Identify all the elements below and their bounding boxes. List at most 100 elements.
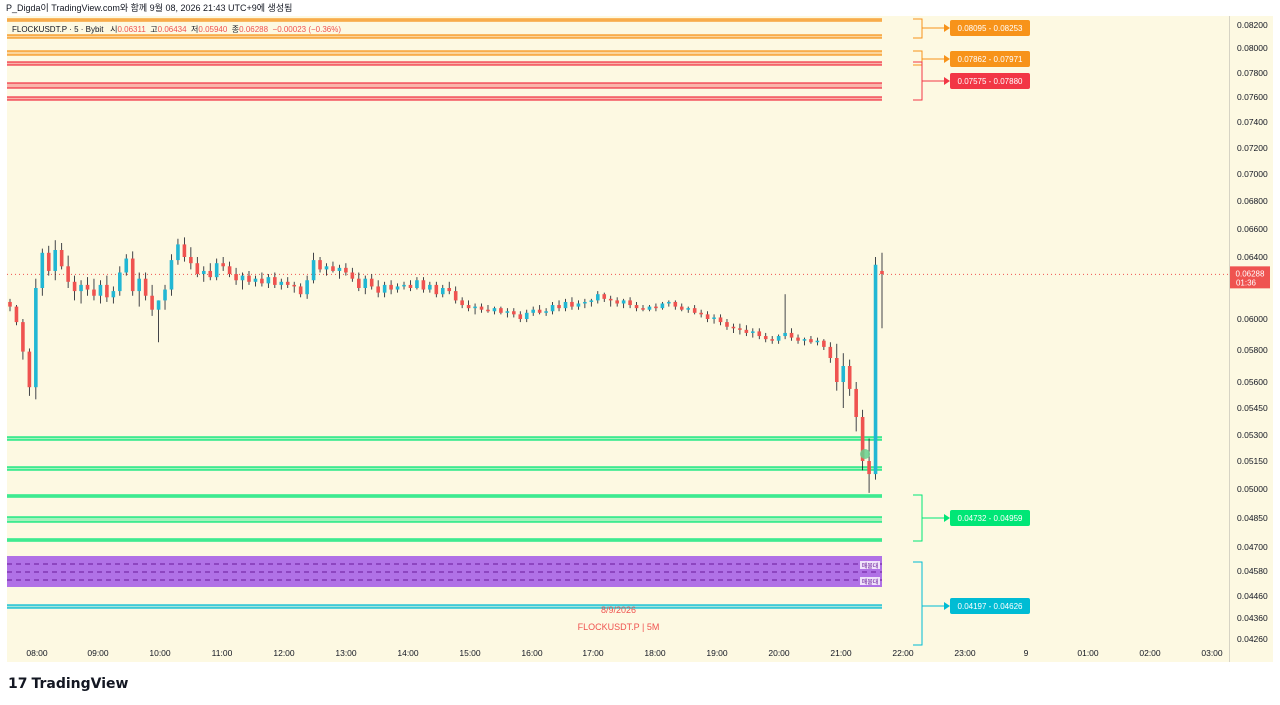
candle-body <box>854 388 858 417</box>
candle-body <box>85 284 90 290</box>
y-tick-label: 0.05450 <box>1237 403 1268 413</box>
legend-symbol: FLOCKUSDT.P · 5 · Bybit <box>12 25 104 34</box>
candle-body <box>608 298 613 301</box>
candle-body <box>712 317 716 319</box>
price-scale[interactable] <box>1229 16 1274 662</box>
candle-body <box>654 306 658 309</box>
candle-body <box>344 267 348 273</box>
candle-body <box>860 417 865 461</box>
candle-body <box>602 294 607 299</box>
purple-zone-label: 매물대 <box>862 562 879 570</box>
y-tick-label: 0.07200 <box>1237 143 1268 153</box>
candle-body <box>428 284 432 290</box>
candle-body <box>466 305 471 309</box>
y-tick-label: 0.05600 <box>1237 377 1268 387</box>
candle-body <box>473 306 477 309</box>
candle-body <box>686 308 691 310</box>
candle-body <box>763 336 768 340</box>
x-tick-label: 23:00 <box>954 648 976 658</box>
candle-body <box>576 303 581 307</box>
x-tick-label: 16:00 <box>521 648 543 658</box>
candle-body <box>544 311 548 313</box>
candle-body <box>595 294 600 301</box>
y-tick-label: 0.06400 <box>1237 252 1268 262</box>
y-tick-label: 0.07000 <box>1237 169 1268 179</box>
chart-area[interactable] <box>7 16 1229 662</box>
candle-body <box>550 305 555 312</box>
publish-info-text: P_Digda이 TradingView.com와 함께 9월 08, 2026… <box>6 3 293 13</box>
y-tick-label: 0.05000 <box>1237 484 1268 494</box>
legend-low-label: 저 <box>191 25 199 34</box>
zone-bracket <box>913 561 948 646</box>
zone-label-box[interactable] <box>950 20 1030 36</box>
candle-body <box>408 284 413 288</box>
candle-body <box>176 244 180 261</box>
zone-label-box[interactable] <box>950 51 1030 67</box>
zone-bracket <box>913 18 948 39</box>
candle-body <box>718 317 723 323</box>
zone-label-box[interactable] <box>950 510 1030 526</box>
candle-body <box>570 301 574 307</box>
candle-body <box>279 281 284 285</box>
candle-body <box>331 266 335 271</box>
candle-body <box>667 301 671 304</box>
candle-body <box>421 280 426 290</box>
candle-body <box>738 328 742 330</box>
candle-body <box>479 306 484 310</box>
candle-body <box>247 275 251 282</box>
y-tick-label: 0.05300 <box>1237 430 1268 440</box>
candle-body <box>828 346 833 358</box>
x-tick-label: 09:00 <box>87 648 109 658</box>
candle-body <box>234 274 238 281</box>
candle-body <box>208 270 213 278</box>
right-padding <box>1273 16 1280 662</box>
purple-zone-label-bg <box>860 561 880 569</box>
last-price-text: 0.06288 <box>1236 269 1265 278</box>
candle-body <box>512 311 516 315</box>
candle-body <box>40 252 45 288</box>
candle-body <box>531 309 535 313</box>
zone-label-box[interactable] <box>950 73 1030 89</box>
green-zone-line-2 <box>7 467 882 470</box>
x-tick-label: 08:00 <box>26 648 48 658</box>
candle-body <box>324 266 329 270</box>
candle-body <box>505 311 510 313</box>
y-tick-label: 0.07800 <box>1237 68 1268 78</box>
x-tick-label: 9 <box>1024 648 1029 658</box>
candle-body <box>169 260 174 290</box>
last-price-box[interactable] <box>1230 266 1270 289</box>
zone-arrow <box>944 24 950 32</box>
orange-zone-line-3 <box>7 51 882 55</box>
candle-body <box>524 312 529 319</box>
candle-body <box>389 284 393 290</box>
candle-body <box>402 284 406 287</box>
candle-body <box>118 272 122 292</box>
candle-body <box>143 278 148 296</box>
zone-label-box[interactable] <box>950 598 1030 614</box>
candle-body <box>182 244 187 257</box>
x-tick-label: 10:00 <box>149 648 171 658</box>
candle-body <box>802 339 807 341</box>
candle-body <box>318 260 322 270</box>
candle-body <box>195 263 200 275</box>
candle-body <box>150 295 154 310</box>
legend-high: 0.06434 <box>157 25 187 34</box>
orange-zone-line-2 <box>7 35 882 38</box>
watermark-date: 8/9/2026 <box>600 605 637 615</box>
candle-body <box>79 284 83 292</box>
candle-body <box>369 278 374 287</box>
candle-body <box>634 305 639 309</box>
zone-bracket <box>913 494 948 542</box>
candle-body <box>679 306 684 310</box>
y-tick-label: 0.04360 <box>1237 613 1268 623</box>
candle-body <box>124 258 129 273</box>
candle-body <box>770 339 774 341</box>
legend-change: −0.00023 (−0.36%) <box>272 25 342 34</box>
candle-body <box>27 351 32 388</box>
candle-body <box>189 257 193 264</box>
candle-body <box>137 278 141 292</box>
candle-body <box>273 277 277 285</box>
tradingview-logo[interactable]: 17 TradingView <box>8 676 128 692</box>
candle-body <box>111 291 116 298</box>
